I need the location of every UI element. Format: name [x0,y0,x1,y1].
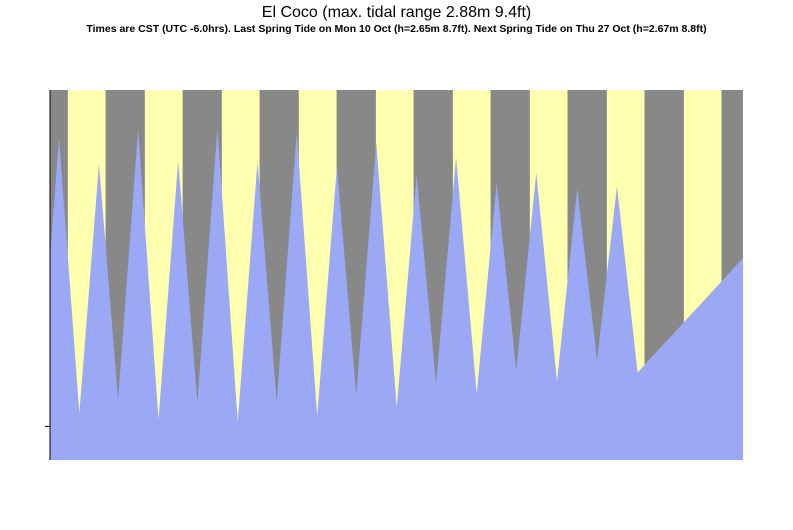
tide-chart-svg [0,35,793,530]
tide-chart-container: El Coco (max. tidal range 2.88m 9.4ft) T… [0,0,793,525]
chart-subtitle: Times are CST (UTC -6.0hrs). Last Spring… [0,23,793,35]
chart-title: El Coco (max. tidal range 2.88m 9.4ft) [0,0,793,22]
